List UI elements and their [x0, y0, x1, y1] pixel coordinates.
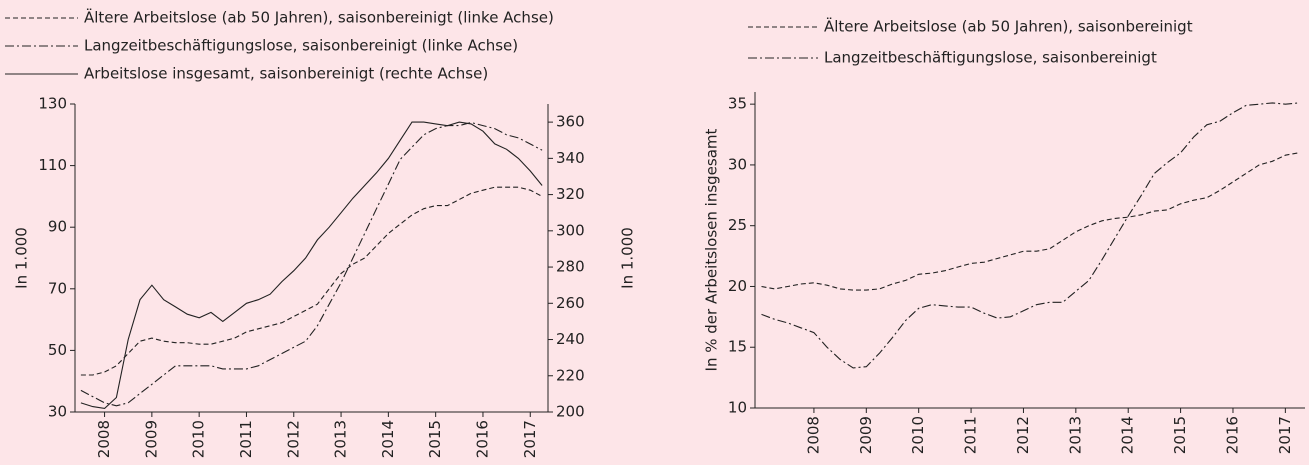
x-tick-label: 2017 — [521, 420, 539, 458]
y-tick-label: 110 — [38, 156, 67, 174]
y2-tick-label: 220 — [556, 366, 585, 384]
series-line — [80, 121, 543, 407]
x-tick-label: 2010 — [909, 416, 927, 454]
y-tick-label: 35 — [728, 95, 747, 113]
x-tick-label: 2011 — [962, 416, 980, 454]
y-tick-label: 90 — [48, 218, 67, 236]
x-tick-label: 2013 — [332, 420, 350, 458]
y-tick-label: 30 — [48, 403, 67, 421]
y-tick-label: 25 — [728, 216, 747, 234]
y-tick-label: 10 — [728, 399, 747, 417]
x-tick-label: 2016 — [1223, 416, 1241, 454]
x-tick-label: 2010 — [190, 420, 208, 458]
x-tick-label: 2014 — [379, 420, 397, 458]
series-line — [80, 186, 543, 376]
x-tick-label: 2008 — [95, 420, 113, 458]
y2-tick-label: 320 — [556, 185, 585, 203]
legend-label: Ältere Arbeitslose (ab 50 Jahren), saiso… — [84, 8, 554, 27]
x-tick-label: 2012 — [284, 420, 302, 458]
legend-label: Arbeitslose insgesamt, saisonbereinigt (… — [84, 65, 488, 83]
legend-label: Langzeitbeschäftigungslose, saisonberein… — [84, 37, 518, 55]
y-tick-label: 130 — [38, 95, 67, 113]
series-line — [761, 102, 1299, 369]
y2-tick-label: 340 — [556, 149, 585, 167]
x-tick-label: 2015 — [426, 420, 444, 458]
y-tick-label: 70 — [48, 279, 67, 297]
legend-label: Ältere Arbeitslose (ab 50 Jahren), saiso… — [824, 17, 1193, 36]
x-tick-label: 2016 — [473, 420, 491, 458]
y2-tick-label: 260 — [556, 294, 585, 312]
y-tick-label: 50 — [48, 341, 67, 359]
series-line — [761, 152, 1299, 291]
legend-label: Langzeitbeschäftigungslose, saisonberein… — [824, 49, 1157, 67]
series-line — [80, 121, 543, 409]
y2-tick-label: 300 — [556, 221, 585, 239]
x-tick-label: 2017 — [1276, 416, 1294, 454]
y2-tick-label: 240 — [556, 330, 585, 348]
y2-tick-label: 200 — [556, 403, 585, 421]
x-tick-label: 2013 — [1066, 416, 1084, 454]
y-tick-label: 20 — [728, 277, 747, 295]
x-tick-label: 2014 — [1119, 416, 1137, 454]
x-tick-label: 2008 — [804, 416, 822, 454]
x-tick-label: 2009 — [142, 420, 160, 458]
x-tick-label: 2015 — [1171, 416, 1189, 454]
x-tick-label: 2011 — [237, 420, 255, 458]
y2-tick-label: 280 — [556, 258, 585, 276]
y-axis-label: In % der Arbeitslosen insgesamt — [703, 128, 721, 371]
x-tick-label: 2009 — [857, 416, 875, 454]
y-tick-label: 15 — [728, 338, 747, 356]
y-tick-label: 30 — [728, 155, 747, 173]
y2-tick-label: 360 — [556, 113, 585, 131]
y-axis-label: In 1.000 — [13, 227, 31, 289]
y2-axis-label: In 1.000 — [619, 227, 637, 289]
x-tick-label: 2012 — [1014, 416, 1032, 454]
